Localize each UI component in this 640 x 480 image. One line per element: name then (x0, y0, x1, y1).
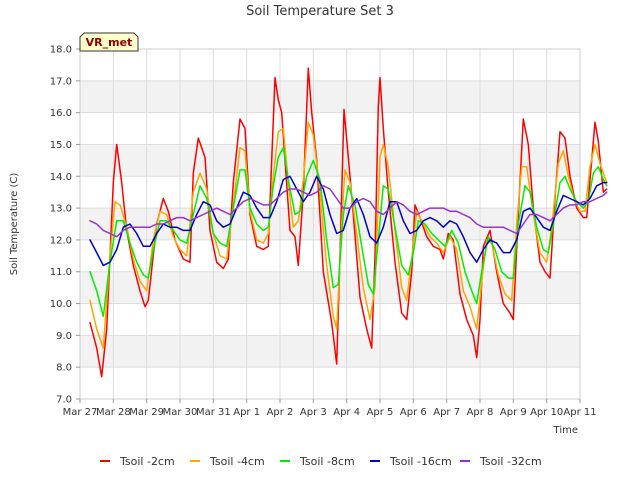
x-tick-label: Mar 30 (163, 407, 198, 418)
legend-label: Tsoil -2cm (119, 455, 175, 468)
series-line-5 (89, 185, 608, 238)
series-lines (89, 67, 608, 378)
y-axis-label: Soil Temperature (C) (9, 173, 20, 276)
legend-label: Tsoil -32cm (479, 455, 542, 468)
x-tick-label: Mar 28 (96, 407, 131, 418)
x-tick-label: Apr 10 (530, 407, 563, 418)
y-tick-label: 13.0 (50, 204, 72, 215)
legend-label: Tsoil -8cm (299, 455, 355, 468)
y-tick-label: 11.0 (50, 267, 72, 278)
y-tick-label: 17.0 (50, 76, 72, 87)
x-tick-label: Apr 9 (500, 407, 527, 418)
station-badge-label: VR_met (86, 36, 133, 49)
x-tick-label: Apr 1 (233, 407, 260, 418)
y-tick-label: 9.0 (56, 331, 72, 342)
chart-title: Soil Temperature Set 3 (246, 4, 394, 19)
plot-band (80, 144, 580, 177)
x-tick-label: Apr 11 (563, 407, 596, 418)
x-tick-label: Apr 5 (367, 407, 394, 418)
x-tick-label: Apr 4 (333, 407, 360, 418)
legend-label: Tsoil -16cm (389, 455, 452, 468)
series-line-3 (89, 146, 608, 318)
x-tick-label: Mar 29 (129, 407, 164, 418)
x-tick-label: Apr 6 (400, 407, 427, 418)
station-badge-box (79, 32, 139, 52)
x-tick-label: Apr 2 (267, 407, 294, 418)
y-tick-label: 14.0 (50, 172, 72, 183)
series-line-1 (89, 67, 608, 378)
plot-band (80, 80, 580, 113)
x-tick-label: Apr 7 (433, 407, 460, 418)
x-tick-label: Mar 27 (63, 407, 98, 418)
x-tick-label: Apr 3 (300, 407, 327, 418)
y-tick-label: 10.0 (50, 299, 72, 310)
y-axis-ticks: 7.0 8.0 9.0 10.0 11.0 12.0 13.0 14.0 15.0 16.0 17.… (50, 45, 80, 406)
legend-label: Tsoil -4cm (209, 455, 265, 468)
legend: Tsoil -2cm Tsoil -4cm Tsoil -8cm Tsoil -16c… (100, 455, 542, 468)
y-tick-label: 8.0 (56, 363, 72, 374)
y-tick-label: 7.0 (56, 395, 72, 406)
y-tick-label: 15.0 (50, 140, 72, 151)
y-tick-label: 12.0 (50, 235, 72, 246)
x-axis-label: Time (553, 425, 578, 436)
plot-frame (79, 48, 581, 400)
x-tick-label: Apr 8 (467, 407, 494, 418)
series-line-2 (89, 121, 608, 349)
y-tick-label: 16.0 (50, 108, 72, 119)
y-tick-label: 18.0 (50, 45, 72, 56)
plot-band (80, 335, 580, 368)
x-tick-label: Mar 31 (196, 407, 231, 418)
station-badge: VR_met (79, 32, 139, 52)
